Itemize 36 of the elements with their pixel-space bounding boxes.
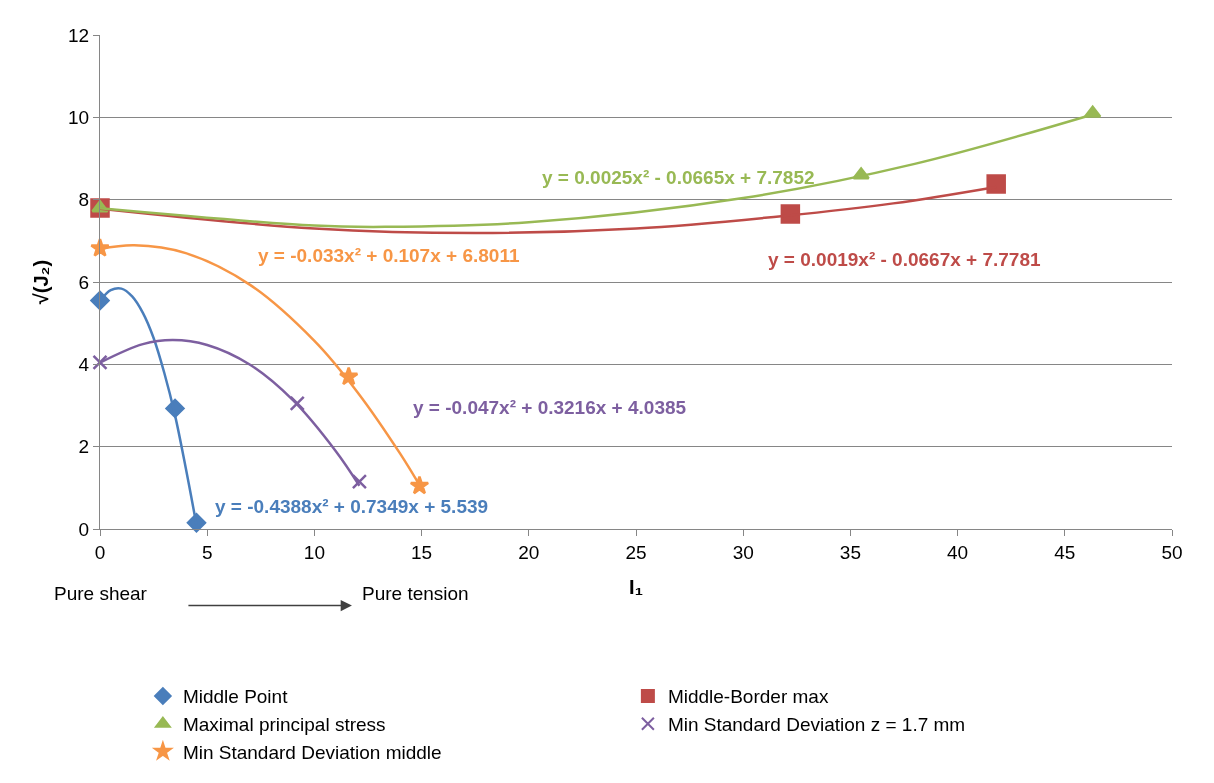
x-tick-label: 45 — [1054, 541, 1076, 563]
point — [986, 174, 1006, 194]
y-tick-label: 10 — [68, 106, 90, 128]
x-tick-label: 5 — [201, 541, 213, 563]
point — [92, 354, 108, 371]
annotation: y = -0.033x² + 0.107x + 6.8011 — [258, 245, 520, 266]
x-tick-label: 15 — [411, 541, 433, 563]
y-tick-label: 8 — [78, 189, 90, 211]
annotation: y = -0.047x² + 0.3216x + 4.0385 — [413, 397, 687, 418]
annotation: y = 0.0025x² - 0.0665x + 7.7852 — [542, 167, 815, 188]
x-tick-label: 40 — [947, 541, 969, 563]
y-tick-label: 2 — [78, 436, 90, 458]
text: Pure shear — [54, 583, 148, 604]
y-axis-title: √(J₂) — [29, 259, 52, 305]
y-tick-label: 4 — [78, 353, 90, 375]
annotation: y = 0.0019x² - 0.0667x + 7.7781 — [768, 249, 1041, 270]
x-tick-label: 35 — [839, 541, 861, 563]
legend-label: Middle Point — [182, 686, 289, 708]
y-tick-label: 0 — [78, 518, 90, 540]
x-tick-label: 10 — [303, 541, 325, 563]
y-tick-label: 12 — [68, 24, 90, 46]
x-tick-label: 0 — [94, 541, 106, 563]
text: Pure tension — [362, 583, 469, 604]
x-tick-label: 30 — [732, 541, 754, 563]
x-tick-label: 50 — [1161, 541, 1183, 563]
legend-label: Min Standard Deviation middle — [182, 741, 442, 763]
point — [351, 473, 368, 490]
legend-label: Maximal principal stress — [182, 714, 386, 736]
legend-label: Min Standard Deviation z = 1.7 mm — [667, 714, 966, 736]
x-tick-label: 25 — [625, 541, 647, 563]
annotation: y = -0.4388x² + 0.7349x + 5.539 — [215, 496, 489, 517]
x-axis-title: I₁ — [629, 576, 643, 599]
point — [289, 395, 305, 412]
x-tick-label: 20 — [518, 541, 540, 563]
legend-label: Middle-Border max — [667, 686, 829, 708]
y-tick-label: 6 — [78, 271, 90, 293]
